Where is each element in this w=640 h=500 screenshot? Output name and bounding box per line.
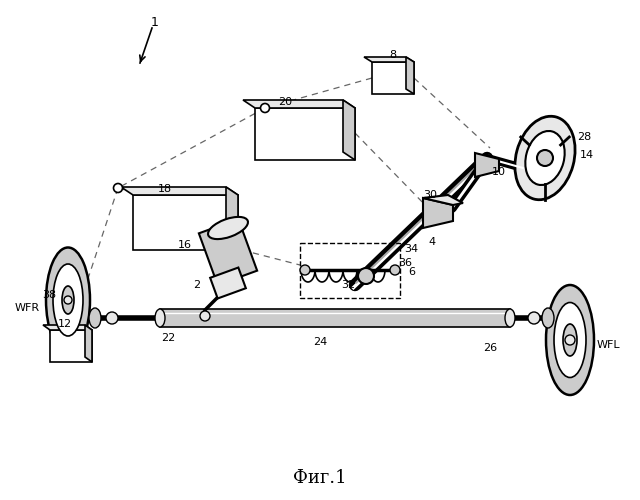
Polygon shape <box>43 325 92 330</box>
Polygon shape <box>372 62 414 94</box>
Ellipse shape <box>46 248 90 352</box>
Circle shape <box>528 312 540 324</box>
Text: 8: 8 <box>389 50 397 60</box>
Circle shape <box>106 312 118 324</box>
Polygon shape <box>364 57 414 62</box>
Ellipse shape <box>542 308 554 328</box>
Ellipse shape <box>505 309 515 327</box>
Text: 32: 32 <box>341 280 355 290</box>
Polygon shape <box>423 198 453 228</box>
Text: 30: 30 <box>423 190 437 200</box>
Polygon shape <box>226 187 238 250</box>
Text: 16: 16 <box>178 240 192 250</box>
Ellipse shape <box>525 131 564 185</box>
Text: 12: 12 <box>58 319 72 329</box>
Ellipse shape <box>554 302 586 378</box>
Ellipse shape <box>155 309 165 327</box>
Circle shape <box>358 268 374 284</box>
Text: 6: 6 <box>408 267 415 277</box>
Polygon shape <box>199 219 257 285</box>
Circle shape <box>200 311 210 321</box>
Ellipse shape <box>515 116 575 200</box>
Text: 36: 36 <box>398 258 412 268</box>
Ellipse shape <box>208 217 248 239</box>
Circle shape <box>300 265 310 275</box>
Circle shape <box>64 296 72 304</box>
Circle shape <box>113 184 122 192</box>
Polygon shape <box>121 187 238 195</box>
Polygon shape <box>475 153 499 177</box>
Circle shape <box>565 335 575 345</box>
Ellipse shape <box>89 308 101 328</box>
Polygon shape <box>255 108 355 160</box>
Polygon shape <box>133 195 238 250</box>
Text: 18: 18 <box>158 184 172 194</box>
Text: 10: 10 <box>492 167 506 177</box>
Text: 34: 34 <box>404 244 418 254</box>
Circle shape <box>537 150 553 166</box>
Text: 24: 24 <box>313 337 327 347</box>
Text: 14: 14 <box>580 150 594 160</box>
Polygon shape <box>160 309 510 327</box>
Text: 28: 28 <box>577 132 591 142</box>
Polygon shape <box>210 268 246 298</box>
Circle shape <box>390 265 400 275</box>
Polygon shape <box>50 330 92 362</box>
Polygon shape <box>243 100 355 108</box>
Text: 22: 22 <box>161 333 175 343</box>
Polygon shape <box>406 57 414 94</box>
Text: Фиг.1: Фиг.1 <box>293 469 347 487</box>
Circle shape <box>260 104 269 112</box>
Text: WFR: WFR <box>15 303 40 313</box>
Text: 4: 4 <box>428 237 436 247</box>
Polygon shape <box>85 325 92 362</box>
Text: 2: 2 <box>193 280 200 290</box>
Text: 38: 38 <box>42 290 56 300</box>
Text: 20: 20 <box>278 97 292 107</box>
Ellipse shape <box>53 264 83 336</box>
Polygon shape <box>343 100 355 160</box>
Ellipse shape <box>546 285 594 395</box>
Text: 1: 1 <box>151 16 159 28</box>
Text: 26: 26 <box>483 343 497 353</box>
Ellipse shape <box>62 286 74 314</box>
Polygon shape <box>423 195 463 205</box>
Ellipse shape <box>563 324 577 356</box>
Text: WFL: WFL <box>597 340 621 350</box>
